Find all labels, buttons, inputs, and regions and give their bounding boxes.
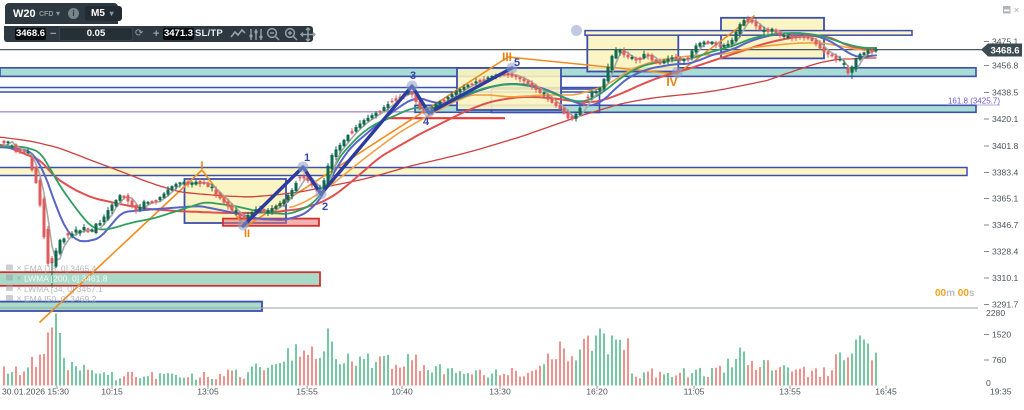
- svg-text:III: III: [502, 50, 512, 64]
- svg-text:I: I: [200, 160, 203, 172]
- svg-text:3383.4: 3383.4: [992, 168, 1019, 178]
- svg-text:3475.1: 3475.1: [992, 37, 1019, 47]
- svg-text:11:05: 11:05: [684, 387, 705, 397]
- svg-text:✕: ✕: [16, 266, 22, 273]
- svg-text:LWMA [200, 0] 3461.8: LWMA [200, 0] 3461.8: [24, 274, 108, 284]
- svg-text:16:45: 16:45: [875, 387, 897, 397]
- svg-text:0: 0: [986, 378, 991, 388]
- svg-text:19:35: 19:35: [990, 387, 1012, 397]
- svg-text:13:05: 13:05: [197, 387, 219, 397]
- svg-text:✕: ✕: [16, 296, 22, 303]
- svg-text:16:20: 16:20: [586, 387, 608, 397]
- svg-text:✕: ✕: [1013, 6, 1020, 15]
- svg-text:10:15: 10:15: [101, 387, 123, 397]
- svg-text:161.8 (3425.7): 161.8 (3425.7): [948, 97, 1000, 106]
- svg-text:760: 760: [992, 355, 1007, 365]
- svg-text:LWMA [34, 0] 3467.1: LWMA [34, 0] 3467.1: [24, 284, 103, 294]
- svg-text:3420.1: 3420.1: [992, 114, 1019, 124]
- svg-text:1520: 1520: [992, 330, 1011, 340]
- svg-text:15:55: 15:55: [296, 387, 318, 397]
- svg-text:2280: 2280: [986, 308, 1005, 318]
- svg-text:3: 3: [410, 70, 416, 82]
- svg-text:13:30: 13:30: [489, 387, 511, 397]
- svg-text:EMA [50, 0] 3469.2: EMA [50, 0] 3469.2: [24, 294, 97, 304]
- svg-text:30.01.2026 15:30: 30.01.2026 15:30: [2, 387, 69, 397]
- svg-text:00m 00s: 00m 00s: [935, 288, 975, 299]
- svg-text:10:40: 10:40: [391, 387, 413, 397]
- svg-text:✕: ✕: [16, 286, 22, 293]
- svg-text:4: 4: [423, 116, 430, 128]
- svg-text:3310.1: 3310.1: [992, 273, 1019, 283]
- svg-text:13:55: 13:55: [779, 387, 801, 397]
- svg-text:5: 5: [514, 57, 520, 69]
- svg-text:1: 1: [304, 152, 310, 164]
- svg-text:3401.8: 3401.8: [992, 141, 1019, 151]
- svg-text:3346.7: 3346.7: [992, 220, 1019, 230]
- svg-text:3291.7: 3291.7: [992, 300, 1019, 310]
- svg-text:3456.8: 3456.8: [992, 61, 1019, 71]
- svg-text:3438.5: 3438.5: [992, 88, 1019, 98]
- svg-text:2: 2: [322, 201, 328, 213]
- svg-text:3468.6: 3468.6: [990, 45, 1019, 56]
- svg-text:IV: IV: [666, 75, 677, 89]
- svg-text:EMA [13, 0] 3465.4: EMA [13, 0] 3465.4: [24, 264, 97, 274]
- svg-text:3365.1: 3365.1: [992, 194, 1019, 204]
- svg-text:II: II: [244, 228, 250, 240]
- svg-text:✕: ✕: [16, 276, 22, 283]
- svg-text:3328.4: 3328.4: [992, 247, 1019, 257]
